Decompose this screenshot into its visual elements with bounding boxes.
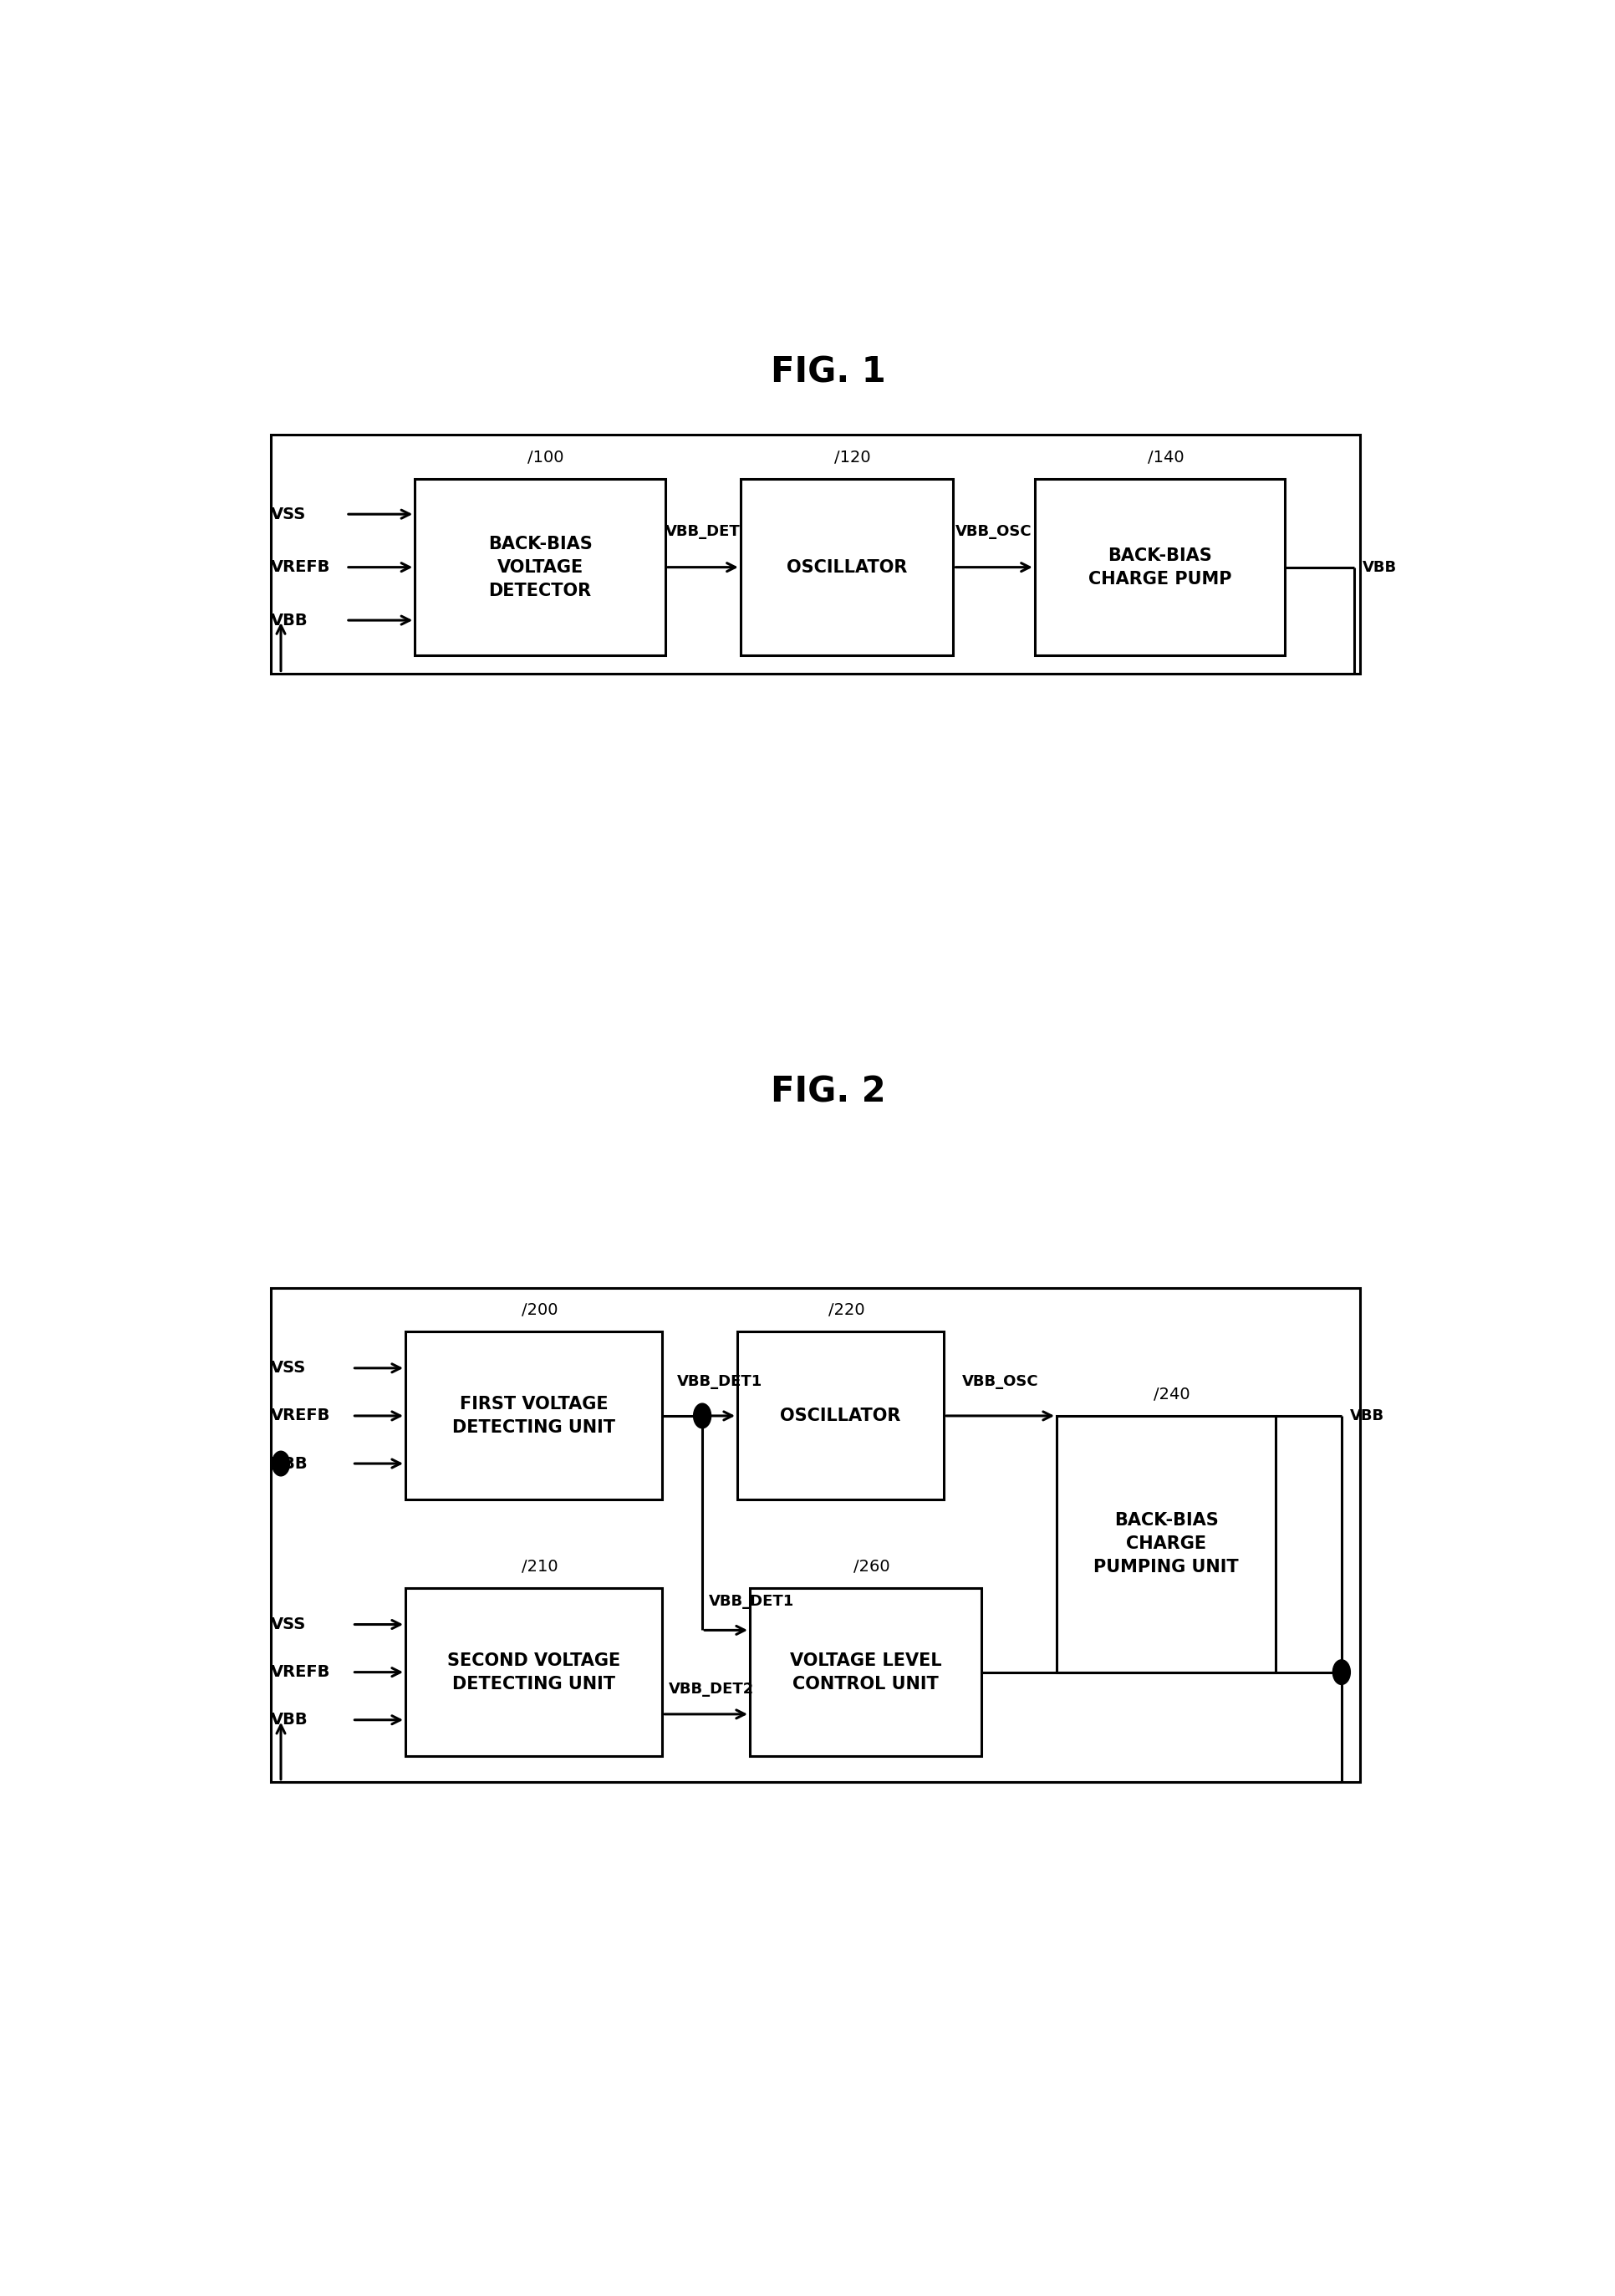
Text: VBB: VBB — [271, 1456, 308, 1472]
Text: VBB_OSC: VBB_OSC — [954, 523, 1032, 540]
Text: VBB: VBB — [271, 1713, 308, 1729]
Bar — [405, 1332, 662, 1499]
Text: OSCILLATOR: OSCILLATOR — [780, 1407, 901, 1424]
Text: SECOND VOLTAGE
DETECTING UNIT: SECOND VOLTAGE DETECTING UNIT — [447, 1653, 620, 1692]
Text: ∕200: ∕200 — [522, 1302, 557, 1318]
Bar — [405, 1589, 662, 1756]
Text: VREFB: VREFB — [271, 1665, 331, 1681]
Text: ∕140: ∕140 — [1147, 448, 1184, 464]
Bar — [271, 434, 1360, 673]
Text: VBB_DET2: VBB_DET2 — [669, 1681, 754, 1697]
Text: VREFB: VREFB — [271, 560, 331, 576]
Text: VSS: VSS — [271, 1359, 305, 1375]
Text: ∕100: ∕100 — [526, 448, 564, 464]
Bar — [740, 480, 953, 657]
Bar — [271, 1288, 1360, 1782]
Text: BACK-BIAS
VOLTAGE
DETECTOR: BACK-BIAS VOLTAGE DETECTOR — [488, 535, 593, 599]
Text: BACK-BIAS
CHARGE PUMP: BACK-BIAS CHARGE PUMP — [1089, 546, 1231, 588]
Bar — [1034, 480, 1284, 657]
Text: ∕240: ∕240 — [1153, 1387, 1190, 1401]
Text: FIG. 2: FIG. 2 — [770, 1075, 885, 1109]
Text: ∕220: ∕220 — [828, 1302, 864, 1318]
Bar — [749, 1589, 980, 1756]
Text: VBB_DET1: VBB_DET1 — [677, 1375, 762, 1389]
Text: VBB: VBB — [271, 613, 308, 629]
Bar — [1056, 1417, 1276, 1671]
Bar — [415, 480, 665, 657]
Text: VBB: VBB — [1361, 560, 1397, 574]
Text: VSS: VSS — [271, 505, 305, 521]
Circle shape — [693, 1403, 711, 1428]
Text: VOLTAGE LEVEL
CONTROL UNIT: VOLTAGE LEVEL CONTROL UNIT — [790, 1653, 942, 1692]
Text: VREFB: VREFB — [271, 1407, 331, 1424]
Text: VBB_DET: VBB_DET — [665, 523, 740, 540]
Bar — [736, 1332, 943, 1499]
Text: VBB: VBB — [1350, 1407, 1384, 1424]
Text: VBB_OSC: VBB_OSC — [961, 1375, 1038, 1389]
Text: FIG. 1: FIG. 1 — [770, 356, 885, 390]
Text: FIRST VOLTAGE
DETECTING UNIT: FIRST VOLTAGE DETECTING UNIT — [452, 1396, 615, 1435]
Text: OSCILLATOR: OSCILLATOR — [787, 558, 906, 576]
Text: VSS: VSS — [271, 1616, 305, 1632]
Text: ∕260: ∕260 — [853, 1559, 890, 1575]
Circle shape — [271, 1451, 289, 1476]
Text: BACK-BIAS
CHARGE
PUMPING UNIT: BACK-BIAS CHARGE PUMPING UNIT — [1093, 1513, 1239, 1575]
Circle shape — [1332, 1660, 1350, 1685]
Text: ∕210: ∕210 — [522, 1559, 557, 1575]
Text: ∕120: ∕120 — [833, 448, 870, 464]
Text: VBB_DET1: VBB_DET1 — [707, 1593, 793, 1609]
